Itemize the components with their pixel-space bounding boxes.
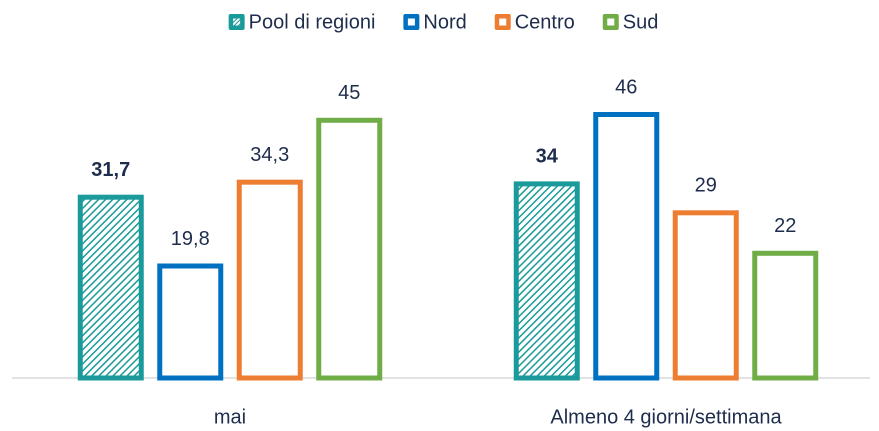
bar: [77, 194, 144, 381]
bar: [316, 117, 383, 381]
legend-swatch-inner: [407, 18, 415, 26]
value-label: 34,3: [250, 144, 289, 166]
legend-label: Centro: [515, 11, 575, 33]
bar: [236, 179, 303, 381]
legend-item: Sud: [602, 11, 659, 33]
legend-label: Sud: [623, 11, 659, 33]
value-label: 46: [615, 76, 637, 98]
bar: [513, 181, 580, 381]
legend-item: Centro: [494, 11, 575, 33]
value-label: 34: [536, 146, 559, 168]
value-label: 45: [338, 82, 360, 104]
bar: [752, 250, 819, 381]
bar: [593, 112, 660, 381]
legend-label: Pool di regioni: [249, 11, 376, 33]
bar: [672, 210, 739, 381]
legend-swatch-inner: [233, 18, 241, 26]
legend: Pool di regioni Nord Centro Sud: [228, 11, 659, 33]
x-tick-label: Almeno 4 giorni/settimana: [550, 406, 782, 428]
bar: [157, 263, 224, 381]
value-label: 29: [695, 175, 717, 197]
value-label: 19,8: [171, 228, 210, 250]
legend-item: Nord: [403, 11, 467, 33]
legend-label: Nord: [423, 11, 466, 33]
legend-swatch-inner: [499, 18, 507, 26]
legend-item: Pool di regioni: [228, 11, 376, 33]
value-label: 22: [774, 215, 796, 237]
legend-swatch-inner: [607, 18, 615, 26]
x-tick-label: mai: [214, 406, 246, 428]
value-label: 31,7: [91, 159, 130, 181]
